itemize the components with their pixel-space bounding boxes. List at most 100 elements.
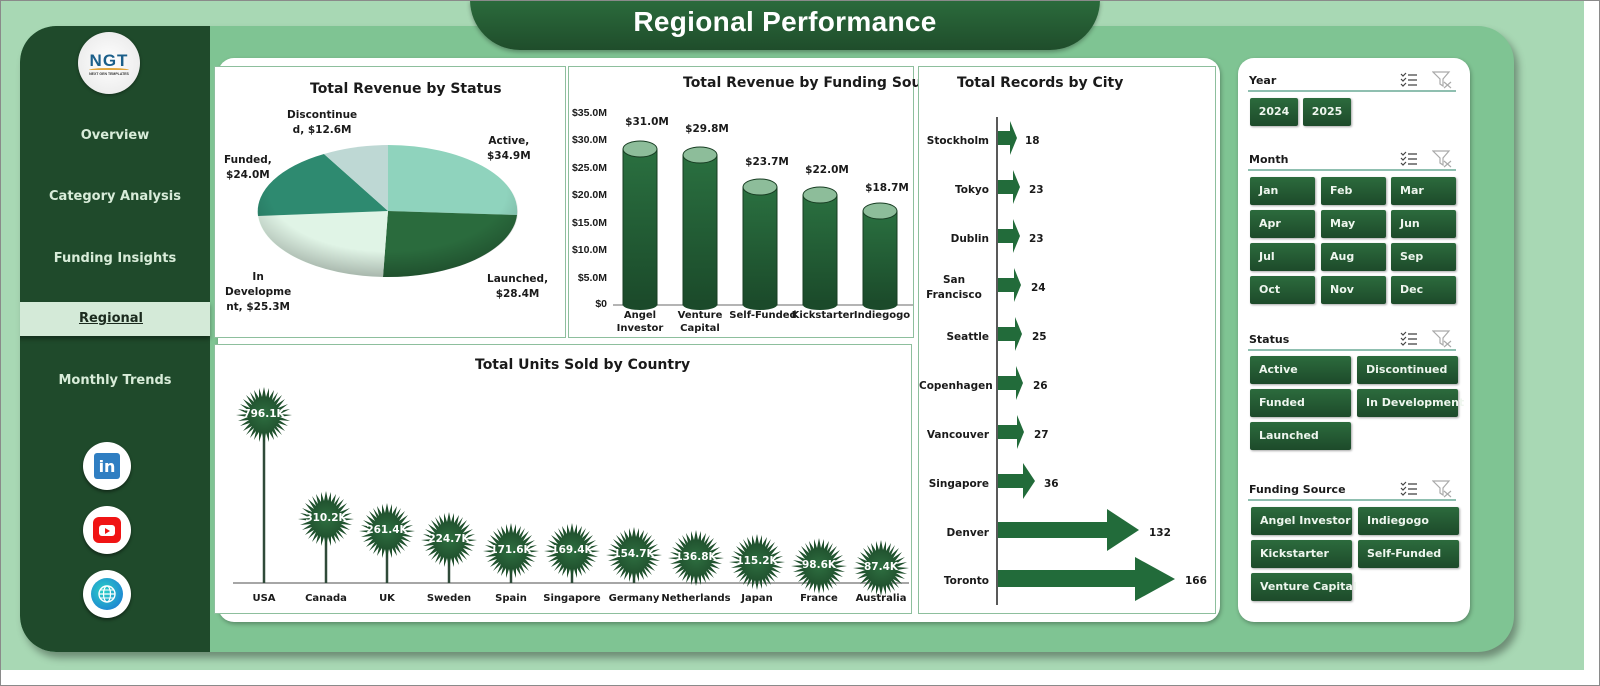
linkedin-icon: in xyxy=(94,453,120,479)
x-tick: Netherlands xyxy=(661,593,731,604)
ngt-logo: NGT NEXT GEN TEMPLATES xyxy=(78,32,140,94)
funding-option-indiegogo[interactable]: Indiegogo xyxy=(1358,507,1459,535)
city-value-label: 18 xyxy=(1025,135,1040,147)
funding-slicer-label: Funding Source xyxy=(1249,483,1346,496)
clear-filter-icon[interactable] xyxy=(1432,150,1452,168)
month-option-sep[interactable]: Sep xyxy=(1391,243,1456,271)
x-tick: Spain xyxy=(495,593,527,604)
month-option-may[interactable]: May xyxy=(1321,210,1386,238)
units-by-country-chart: Total Units Sold by Country xyxy=(214,344,912,614)
country-value-label: 224.7K xyxy=(428,533,470,545)
funding-option-self-funded[interactable]: Self-Funded xyxy=(1358,540,1459,568)
logo-swoosh-icon xyxy=(89,67,129,72)
month-option-oct[interactable]: Oct xyxy=(1250,276,1315,304)
multi-select-icon[interactable] xyxy=(1400,331,1418,347)
sidebar-item-category-analysis[interactable]: Category Analysis xyxy=(49,189,181,204)
bar-value-label: $31.0M xyxy=(625,116,669,128)
bar-value-label: $22.0M xyxy=(805,164,849,176)
pie-label-funded: Funded, $24.0M xyxy=(224,154,272,181)
lollipop-plot xyxy=(233,387,909,595)
multi-select-icon[interactable] xyxy=(1400,72,1418,88)
logo-text: NGT xyxy=(89,50,129,70)
x-tick: France xyxy=(800,593,838,604)
city-value-label: 26 xyxy=(1033,380,1048,392)
logo-subtitle: NEXT GEN TEMPLATES xyxy=(89,71,129,76)
x-tick: Canada xyxy=(305,593,347,604)
filter-panel: Year 2024 2025 Month Jan Feb Mar Apr May… xyxy=(1238,58,1470,622)
x-tick: Venture Capital xyxy=(677,310,723,334)
y-tick: Vancouver xyxy=(926,429,989,441)
city-value-label: 27 xyxy=(1034,429,1049,441)
y-tick: $10.0M xyxy=(571,244,607,256)
month-option-apr[interactable]: Apr xyxy=(1250,210,1315,238)
status-option-discontinued[interactable]: Discontinued xyxy=(1357,356,1458,384)
funding-slicer-header: Funding Source xyxy=(1248,479,1456,501)
globe-icon xyxy=(91,578,123,610)
year-slicer-label: Year xyxy=(1249,74,1277,87)
pie-chart-plot xyxy=(257,145,518,278)
status-option-funded[interactable]: Funded xyxy=(1250,389,1351,417)
linkedin-button[interactable]: in xyxy=(83,442,131,490)
month-option-mar[interactable]: Mar xyxy=(1391,177,1456,205)
clear-filter-icon[interactable] xyxy=(1432,71,1452,89)
country-value-label: 261.4K xyxy=(366,524,408,536)
sidebar-item-monthly-trends[interactable]: Monthly Trends xyxy=(58,373,172,388)
y-tick: $25.0M xyxy=(571,162,607,174)
country-value-label: 154.7K xyxy=(613,548,655,560)
city-value-label: 23 xyxy=(1029,233,1044,245)
website-button[interactable] xyxy=(83,570,131,618)
funding-option-kickstarter[interactable]: Kickstarter xyxy=(1251,540,1352,568)
country-value-label: 310.2K xyxy=(305,512,347,524)
month-option-jul[interactable]: Jul xyxy=(1250,243,1315,271)
y-tick: Copenhagen xyxy=(919,380,993,392)
month-option-nov[interactable]: Nov xyxy=(1321,276,1386,304)
y-tick: $20.0M xyxy=(571,189,607,201)
chart-title: Total Revenue by Status xyxy=(310,81,502,97)
country-value-label: 87.4K xyxy=(863,561,899,573)
status-slicer-label: Status xyxy=(1249,333,1290,346)
y-tick: Stockholm xyxy=(926,135,989,147)
sidebar-item-funding-insights[interactable]: Funding Insights xyxy=(53,251,177,266)
pie-label-discontinued: Discontinue d, $12.6M xyxy=(287,109,358,136)
month-option-jan[interactable]: Jan xyxy=(1250,177,1315,205)
x-tick: Self-Funded xyxy=(729,310,797,321)
funding-option-angel-investor[interactable]: Angel Investor xyxy=(1251,507,1352,535)
year-option-2025[interactable]: 2025 xyxy=(1303,98,1351,126)
y-tick: Seattle xyxy=(946,331,989,343)
youtube-button[interactable] xyxy=(83,506,131,554)
status-slicer-header: Status xyxy=(1248,329,1456,351)
month-option-dec[interactable]: Dec xyxy=(1391,276,1456,304)
bar-chart-plot xyxy=(613,140,913,310)
month-option-feb[interactable]: Feb xyxy=(1321,177,1386,205)
chart-title: Total Units Sold by Country xyxy=(475,357,691,373)
status-option-in-development[interactable]: In Development xyxy=(1357,389,1464,417)
funding-option-venture-capital[interactable]: Venture Capital xyxy=(1251,573,1357,601)
city-value-label: 23 xyxy=(1029,184,1044,196)
country-value-label: 169.4K xyxy=(551,544,593,556)
clear-filter-icon[interactable] xyxy=(1432,480,1452,498)
pie-label-launched: Launched, $28.4M xyxy=(487,273,549,300)
x-tick: Sweden xyxy=(426,593,472,604)
x-tick: Germany xyxy=(608,593,660,604)
x-tick: Singapore xyxy=(543,593,601,604)
country-value-label: 796.1K xyxy=(243,408,285,420)
sidebar-item-overview[interactable]: Overview xyxy=(80,128,150,143)
year-option-2024[interactable]: 2024 xyxy=(1250,98,1298,126)
revenue-by-status-chart: Total Revenue by Status xyxy=(214,66,566,338)
multi-select-icon[interactable] xyxy=(1400,481,1418,497)
y-tick: $30.0M xyxy=(571,134,607,146)
bar-value-label: $18.7M xyxy=(865,182,909,194)
x-tick: Indiegogo xyxy=(853,310,911,321)
country-value-label: 115.2K xyxy=(736,555,778,567)
month-option-jun[interactable]: Jun xyxy=(1391,210,1456,238)
city-arrow-plot xyxy=(996,117,1175,605)
sidebar-item-regional[interactable]: Regional xyxy=(20,302,210,336)
month-option-aug[interactable]: Aug xyxy=(1321,243,1386,271)
status-option-active[interactable]: Active xyxy=(1250,356,1351,384)
multi-select-icon[interactable] xyxy=(1400,151,1418,167)
month-slicer-label: Month xyxy=(1249,153,1289,166)
country-value-label: 171.6K xyxy=(490,544,532,556)
x-tick: Angel Investor xyxy=(616,310,664,334)
status-option-launched[interactable]: Launched xyxy=(1250,422,1351,450)
clear-filter-icon[interactable] xyxy=(1432,330,1452,348)
